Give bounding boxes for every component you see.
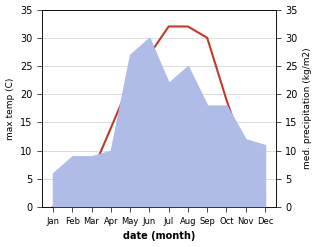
X-axis label: date (month): date (month) xyxy=(123,231,195,242)
Y-axis label: med. precipitation (kg/m2): med. precipitation (kg/m2) xyxy=(303,48,313,169)
Y-axis label: max temp (C): max temp (C) xyxy=(5,77,15,140)
